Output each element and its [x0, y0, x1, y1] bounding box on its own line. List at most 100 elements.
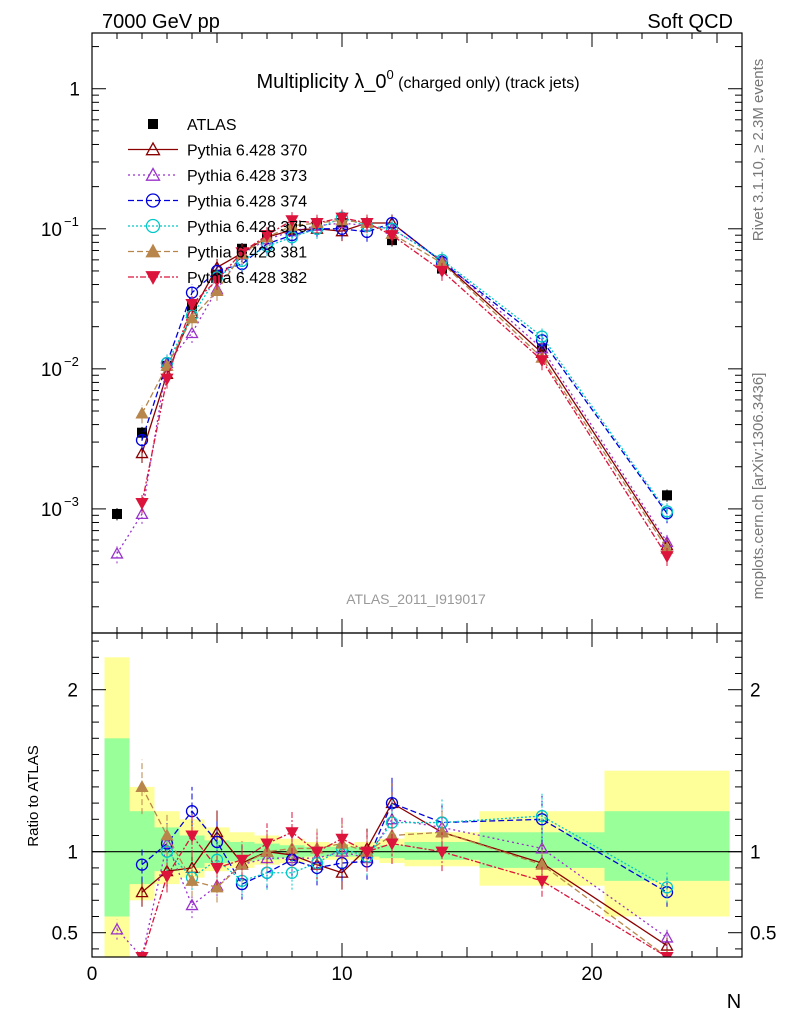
- ratio-plot-area: [110, 759, 674, 957]
- triangle-marker: [210, 880, 224, 893]
- triangle-marker: [160, 359, 174, 371]
- triangle-down-marker: [210, 275, 224, 287]
- triangle-marker: [135, 780, 149, 792]
- circle-marker: [135, 433, 149, 447]
- legend-label: Pythia 6.428 370: [187, 143, 307, 160]
- header-left: 7000 GeV pp: [102, 11, 220, 33]
- triangle-marker: [185, 311, 199, 324]
- triangle-down-marker: [435, 846, 449, 859]
- ratio-series-line: [116, 818, 668, 957]
- ratio-axis-label: Ratio to ATLAS: [25, 745, 42, 846]
- circle-marker: [535, 330, 549, 343]
- legend-entry: Pythia 6.428 381: [128, 243, 307, 262]
- triangle-down-marker: [310, 217, 324, 230]
- triangle-down-marker: [160, 870, 174, 883]
- series-line: [141, 217, 668, 557]
- legend: ATLAS Pythia 6.428 370 Pythia 6.428 373 Pyt…: [128, 117, 307, 287]
- chart-title-sup: 0: [386, 67, 393, 82]
- triangle-down-marker: [135, 498, 149, 510]
- legend-entry: Pythia 6.428 382: [128, 270, 307, 287]
- circle-marker: [145, 218, 161, 234]
- triangle-down-marker: [260, 230, 274, 243]
- triangle-down-marker: [335, 212, 349, 225]
- triangle-down-marker: [310, 846, 324, 859]
- triangle-down-marker: [185, 299, 199, 311]
- y-tick-label: 10: [41, 500, 62, 521]
- chart-title: Multiplicity λ_00 (charged only) (track …: [256, 67, 579, 93]
- triangle-down-marker: [360, 846, 374, 859]
- triangle-marker: [145, 141, 161, 156]
- triangle-down-marker: [135, 951, 149, 957]
- triangle-down-marker: [535, 875, 549, 888]
- triangle-down-marker: [660, 551, 674, 563]
- main-panel: 110−110−210−3: [41, 32, 743, 957]
- square-marker: [662, 490, 672, 501]
- ratio-frame: [91, 632, 743, 958]
- triangle-down-marker: [535, 355, 549, 368]
- y-tick-exponent: −2: [64, 354, 79, 369]
- triangle-down-marker: [435, 265, 449, 278]
- triangle-marker: [135, 406, 149, 419]
- legend-label: Pythia 6.428 373: [187, 168, 307, 185]
- triangle-marker: [135, 446, 149, 459]
- side-text-rivet: Rivet 3.1.10, ≥ 2.3M events: [750, 59, 767, 242]
- square-marker: [112, 508, 122, 519]
- side-text-mcplots: mcplots.cern.ch [arXiv:1306.3436]: [750, 373, 767, 600]
- triangle-marker: [660, 930, 674, 943]
- triangle-marker: [185, 874, 199, 886]
- x-tick-labels: 0 10 20: [87, 964, 603, 985]
- ratio-tick-labels: 2 2 1 1 0.5 0.5: [52, 681, 777, 945]
- triangle-down-marker: [335, 833, 349, 846]
- ratio-tick-label-right: 2: [750, 681, 761, 702]
- triangle-down-marker: [285, 215, 299, 228]
- chart-title-main: Multiplicity λ_0: [256, 71, 386, 93]
- triangle-down-marker: [660, 951, 674, 957]
- triangle-marker: [160, 836, 174, 849]
- x-axis-label: N: [727, 991, 741, 1013]
- triangle-marker: [110, 922, 124, 935]
- x-tick-label: 0: [87, 964, 98, 985]
- series-line: [141, 219, 668, 550]
- triangle-down-marker: [235, 854, 249, 867]
- circle-marker: [660, 881, 674, 894]
- chart-title-suffix: (charged only) (track jets): [394, 75, 580, 92]
- ratio-series-line: [141, 831, 668, 957]
- legend-label: Pythia 6.428 374: [187, 194, 307, 211]
- ratio-series-line: [141, 802, 668, 893]
- legend-label: Pythia 6.428 381: [187, 245, 307, 262]
- triangle-marker: [135, 885, 149, 898]
- triangle-down-marker: [145, 271, 161, 285]
- x-tick-label: 10: [331, 964, 352, 985]
- x-tick-label: 20: [581, 964, 602, 985]
- triangle-down-marker: [285, 827, 299, 840]
- triangle-down-marker: [385, 230, 399, 243]
- main-plot-area: [110, 209, 674, 567]
- triangle-marker: [210, 284, 224, 296]
- triangle-down-marker: [235, 247, 249, 260]
- ratio-panel: 0 10 20 2 2 1 1 0.5 0.5: [52, 632, 777, 985]
- circle-marker: [660, 505, 674, 518]
- triangle-down-marker: [185, 830, 199, 843]
- triangle-marker: [145, 167, 161, 181]
- y-tick-label: 1: [69, 80, 80, 101]
- square-marker: [137, 427, 147, 438]
- legend-label: Pythia 6.428 375: [187, 219, 307, 236]
- triangle-marker: [185, 898, 199, 911]
- triangle-marker: [660, 938, 674, 951]
- legend-label: Pythia 6.428 382: [187, 270, 307, 287]
- triangle-down-marker: [360, 217, 374, 230]
- triangle-down-marker: [210, 862, 224, 875]
- legend-entry: Pythia 6.428 374: [128, 193, 307, 211]
- triangle-marker: [135, 507, 149, 520]
- ratio-series-line: [141, 802, 668, 947]
- triangle-down-marker: [385, 838, 399, 851]
- legend-entry: Pythia 6.428 370: [128, 141, 307, 160]
- triangle-down-marker: [160, 373, 174, 386]
- watermark: ATLAS_2011_I919017: [346, 591, 486, 607]
- ratio-tick-label-right: 0.5: [750, 924, 776, 945]
- ratio-tick-label-right: 1: [750, 843, 761, 864]
- ratio-tick-label-left: 0.5: [52, 924, 78, 945]
- ratio-tick-label-left: 2: [67, 681, 78, 702]
- y-tick-label: 10: [41, 360, 62, 381]
